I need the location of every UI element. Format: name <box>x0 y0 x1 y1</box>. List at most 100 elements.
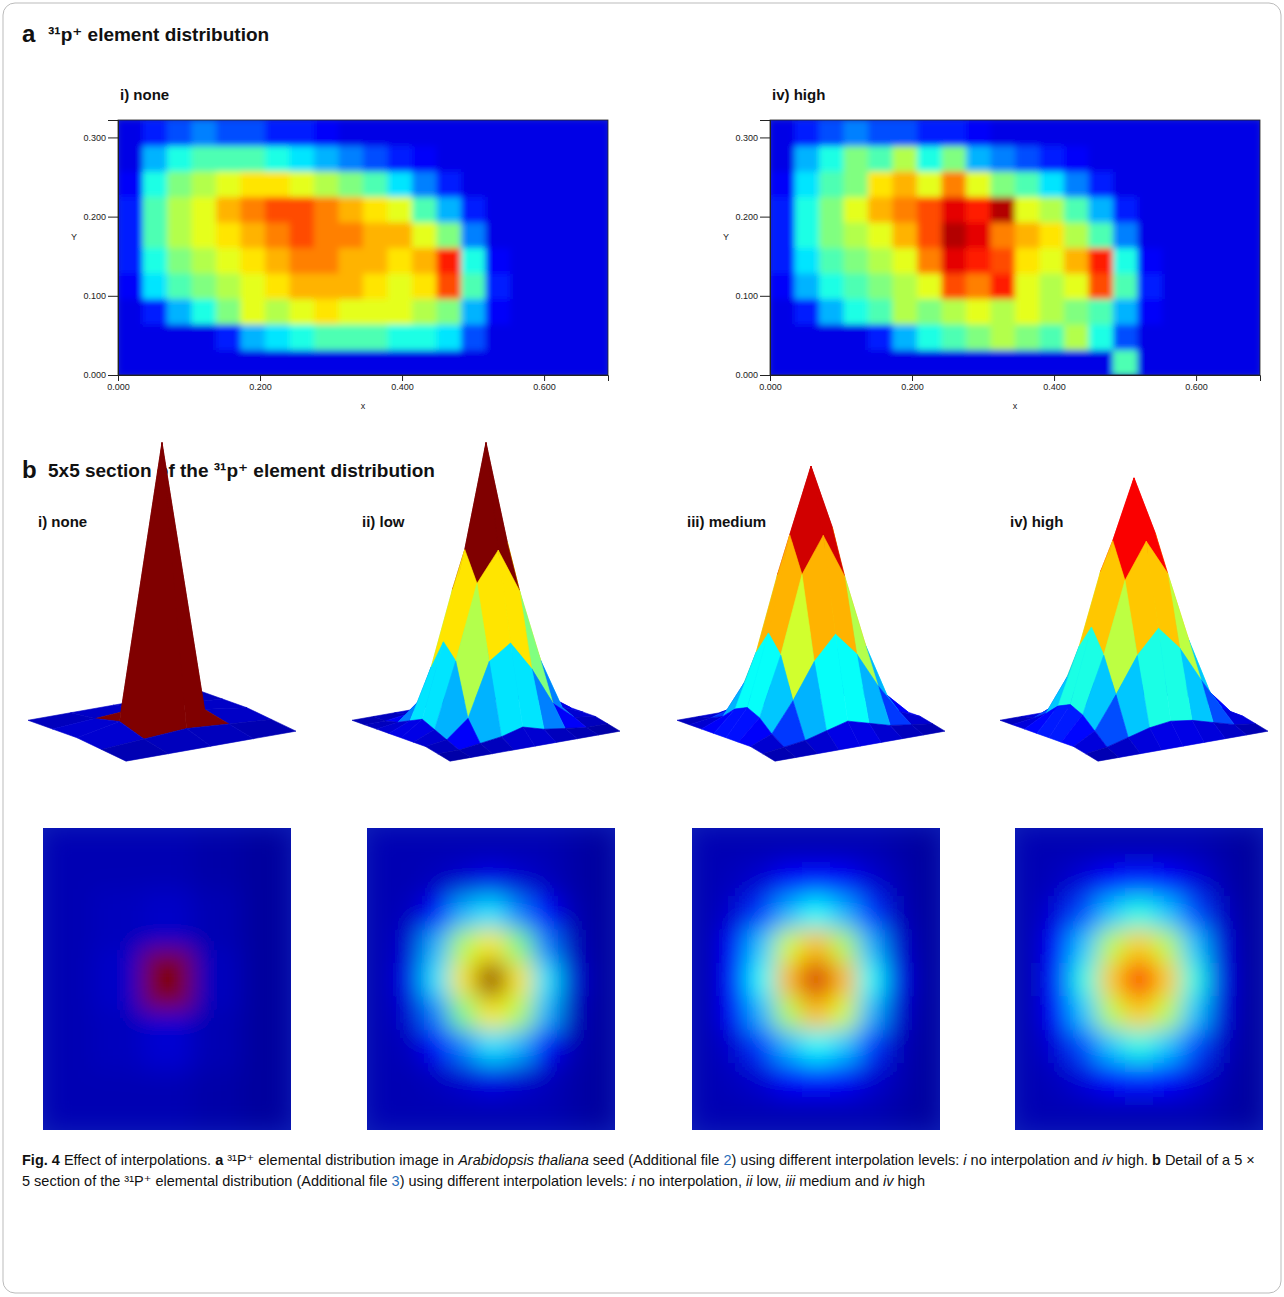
top-view-cell <box>1235 828 1263 862</box>
top-view-cell <box>192 828 242 889</box>
tick-mark <box>108 296 118 297</box>
top-view-cell <box>912 929 940 963</box>
heatmap-cell <box>510 222 535 248</box>
top-view-cell <box>1070 895 1098 929</box>
top-view-cell <box>912 895 940 929</box>
top-view-cell <box>587 862 615 896</box>
top-view-cell <box>450 828 478 862</box>
caption-text: i <box>963 1152 966 1168</box>
tick-mark <box>260 375 261 381</box>
top-view-cell <box>1043 996 1071 1030</box>
heatmap-cell <box>942 350 967 376</box>
heatmap-cell <box>241 273 266 299</box>
heatmap-cell <box>868 350 893 376</box>
top-view-cell <box>1180 828 1208 862</box>
surface-3d <box>28 443 296 762</box>
top-view-cell <box>775 929 803 963</box>
heatmap-cell <box>991 350 1016 376</box>
top-view-cell <box>1125 1063 1153 1097</box>
heatmap-cell <box>339 324 364 350</box>
heatmap-cell <box>819 222 844 248</box>
top-view-cell <box>775 862 803 896</box>
heatmap-cell <box>216 273 241 299</box>
top-view-cell <box>1043 862 1071 896</box>
heatmap-cell <box>461 171 486 197</box>
heatmap-cell <box>844 146 869 172</box>
tick: 0.300 <box>735 133 770 143</box>
heatmap-cell <box>559 350 584 376</box>
heatmap-cell <box>868 299 893 325</box>
surface-3d <box>352 443 620 762</box>
top-view-cell <box>192 888 242 949</box>
tick-label: 0.000 <box>107 382 130 392</box>
top-view-cell <box>775 962 803 996</box>
heatmap-cell <box>486 197 511 223</box>
heatmap-cell <box>1236 350 1261 376</box>
caption-text: b <box>1152 1152 1161 1168</box>
heatmap-cell <box>917 350 942 376</box>
heatmap-cell <box>1089 197 1114 223</box>
top-view-cell <box>560 862 588 896</box>
tick: 0.400 <box>391 375 414 392</box>
heatmap-cell <box>314 146 339 172</box>
heatmap-cell <box>216 171 241 197</box>
top-view-cell <box>587 1029 615 1063</box>
top-view-cell <box>587 962 615 996</box>
heatmap-cell <box>893 197 918 223</box>
top-view-cell <box>367 962 395 996</box>
heatmap-cell <box>388 299 413 325</box>
tick-mark <box>108 217 118 218</box>
heatmap-cell <box>991 324 1016 350</box>
heatmap-cell <box>1187 171 1212 197</box>
heatmap-cell <box>844 171 869 197</box>
heatmap-cell <box>1138 197 1163 223</box>
tick: 0.000 <box>759 375 782 392</box>
heatmap-cell <box>868 324 893 350</box>
surface-facet <box>1086 747 1120 761</box>
heatmap-cell <box>559 197 584 223</box>
top-view-cell <box>241 888 291 949</box>
heatmap-cell <box>412 273 437 299</box>
heatmap-cell <box>966 222 991 248</box>
heatmap-cell <box>1187 350 1212 376</box>
top-view-cell <box>857 1096 885 1130</box>
top-view-cell <box>1153 929 1181 963</box>
heatmap-cell <box>1162 222 1187 248</box>
top-view-cell <box>1153 862 1181 896</box>
heatmap-cell <box>412 222 437 248</box>
top-view-cell <box>1125 1029 1153 1063</box>
heatmap-cell <box>819 197 844 223</box>
top-view-cell <box>43 888 93 949</box>
heatmap-cell <box>770 197 795 223</box>
heatmap-cell <box>1064 324 1089 350</box>
top-view-cell <box>422 1063 450 1097</box>
top-view-cell <box>1098 828 1126 862</box>
heatmap-cell <box>966 299 991 325</box>
top-view-cell <box>395 862 423 896</box>
heatmap-cell <box>461 324 486 350</box>
heatmap-cell <box>893 171 918 197</box>
heatmap-cell <box>966 120 991 146</box>
heatmap-cell <box>314 350 339 376</box>
tick-mark <box>760 296 770 297</box>
heatmap-panel: iv) high0.0000.2000.4000.6000.0000.1000.… <box>723 86 1261 411</box>
top-view-cell <box>560 1029 588 1063</box>
heatmap-cell <box>1162 299 1187 325</box>
panel-title: ³¹p⁺ element distribution <box>48 24 269 45</box>
heatmap-cell <box>118 350 143 376</box>
heatmap-cell <box>167 350 192 376</box>
heatmap-cell <box>1187 324 1212 350</box>
heatmap-cell <box>461 120 486 146</box>
heatmap-cell <box>1138 120 1163 146</box>
top-view-cell <box>1235 996 1263 1030</box>
top-view-cell <box>912 828 940 862</box>
top-view-cell <box>505 862 533 896</box>
top-view-cell <box>1043 1096 1071 1130</box>
heatmap-cell <box>795 197 820 223</box>
heatmap-cell <box>535 299 560 325</box>
plot-frame <box>770 120 1260 375</box>
heatmap-cell <box>1162 248 1187 274</box>
heatmap-cell <box>192 120 217 146</box>
top-view-cell <box>532 1029 560 1063</box>
top-view-cell <box>830 828 858 862</box>
